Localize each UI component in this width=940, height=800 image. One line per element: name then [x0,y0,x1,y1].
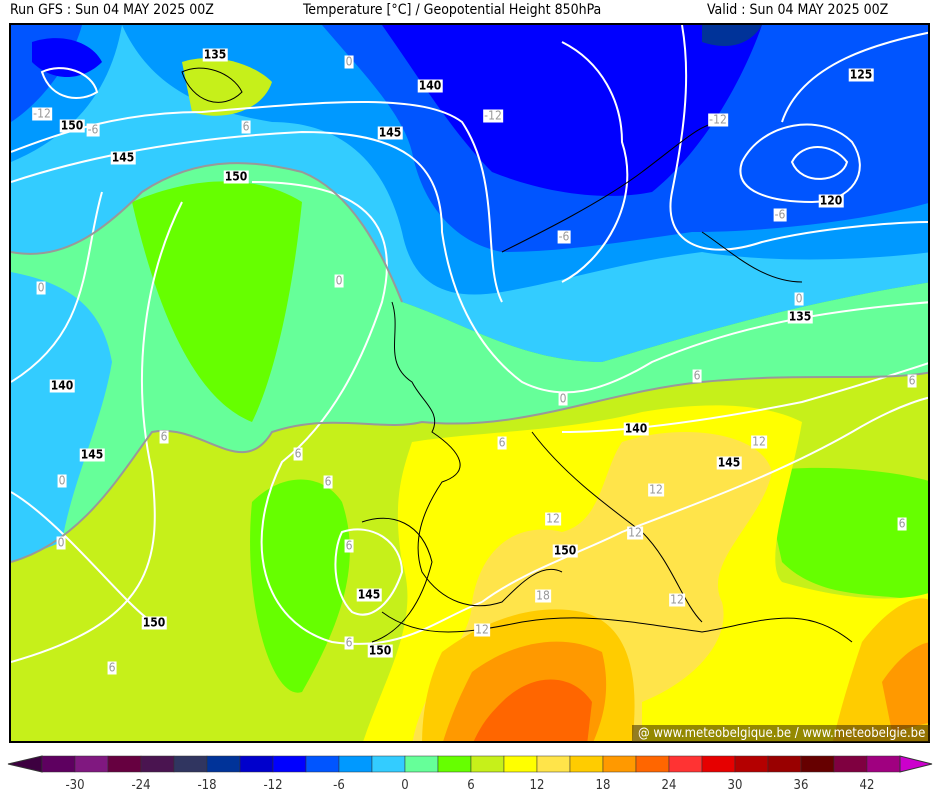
height-label: 145 [356,587,382,602]
colorbar-segment [74,755,109,773]
colorbar-segment [668,755,703,773]
temp-label: 6 [293,446,303,461]
height-label: 145 [79,447,105,462]
temp-label: -6 [557,229,571,244]
colorbar-segment [404,755,439,773]
colorbar-tick-label: 18 [595,778,611,793]
temp-label: 0 [57,473,67,488]
colorbar-segment [767,755,802,773]
height-label: 150 [367,643,393,658]
temp-label: 12 [751,434,767,449]
colorbar-segment [437,755,472,773]
height-label: 150 [59,118,85,133]
watermark: @ www.meteobelgique.be / www.meteobelgie… [632,725,930,742]
colorbar-tick-label: -24 [131,778,151,793]
temp-label: 12 [648,482,664,497]
colorbar-tick-label: 0 [401,778,409,793]
temp-label: -12 [708,112,728,127]
height-label: 120 [818,193,844,208]
colorbar-segment [734,755,769,773]
temp-label: 12 [669,592,685,607]
colorbar-segment [272,755,307,773]
temp-label: 12 [474,622,490,637]
height-label: 140 [417,78,443,93]
colorbar-tick-label: 36 [793,778,809,793]
temp-label: 6 [692,368,702,383]
colorbar-segment [206,755,241,773]
temp-label: -12 [483,108,503,123]
temp-label: 12 [545,511,561,526]
colorbar-segment [800,755,835,773]
height-label: 135 [202,47,228,62]
colorbar-tick-label: -30 [65,778,85,793]
temp-label: 0 [56,535,66,550]
colorbar-tick-label: -18 [197,778,217,793]
height-label: 150 [223,169,249,184]
temperature-field [11,25,928,741]
height-label: 145 [110,150,136,165]
colorbar-tick-label: -12 [263,778,283,793]
height-label: 145 [716,455,742,470]
temp-label: 6 [344,538,354,553]
temp-label: 6 [344,635,354,650]
colorbar-segment [371,755,406,773]
temp-label: 0 [344,54,354,69]
temp-label: -12 [32,106,52,121]
colorbar-segment [107,755,142,773]
temp-label: 12 [627,525,643,540]
height-label: 140 [49,378,75,393]
colorbar-segment [338,755,373,773]
colorbar [7,755,933,773]
colorbar-segment [305,755,340,773]
temp-label: 6 [323,474,333,489]
height-label: 125 [848,67,874,82]
temp-label: 6 [497,435,507,450]
temp-label: -6 [86,122,100,137]
colorbar-segment [866,755,901,773]
temp-label: 6 [159,429,169,444]
colorbar-segment [503,755,538,773]
colorbar-segment [701,755,736,773]
colorbar-segment [833,755,868,773]
height-label: 145 [377,125,403,140]
run-label: Run GFS : Sun 04 MAY 2025 00Z [10,2,214,18]
colorbar-segment [602,755,637,773]
colorbar-below-arrow [7,755,43,773]
colorbar-tick-label: -6 [333,778,345,793]
valid-label: Valid : Sun 04 MAY 2025 00Z [707,2,889,18]
colorbar-tick-label: 30 [727,778,743,793]
temp-label: 6 [107,660,117,675]
colorbar-segment [635,755,670,773]
height-label: 150 [141,615,167,630]
height-label: 140 [623,421,649,436]
colorbar-segment [536,755,571,773]
colorbar-tick-label: 12 [529,778,545,793]
colorbar-tick-label: 42 [859,778,875,793]
colorbar-above-arrow [899,755,933,773]
temp-label: 6 [907,373,917,388]
temp-label: 0 [558,391,568,406]
colorbar-segment [41,755,76,773]
height-label: 135 [787,309,813,324]
colorbar-segment [470,755,505,773]
colorbar-tick-label: 24 [661,778,677,793]
temp-label: 6 [241,119,251,134]
temp-label: 6 [897,516,907,531]
temp-label: 0 [794,291,804,306]
temp-label: -6 [773,207,787,222]
colorbar-segment [569,755,604,773]
colorbar-segment [140,755,175,773]
weather-map: 135 140 150 145 145 150 125 120 135 140 … [9,23,930,743]
colorbar-segment [173,755,208,773]
temp-label: 0 [36,280,46,295]
colorbar-tick-label: 6 [467,778,475,793]
map-title: Temperature [°C] / Geopotential Height 8… [303,2,602,18]
colorbar-segment [239,755,274,773]
height-label: 150 [552,543,578,558]
temp-label: 0 [334,273,344,288]
temp-label: 18 [535,588,551,603]
